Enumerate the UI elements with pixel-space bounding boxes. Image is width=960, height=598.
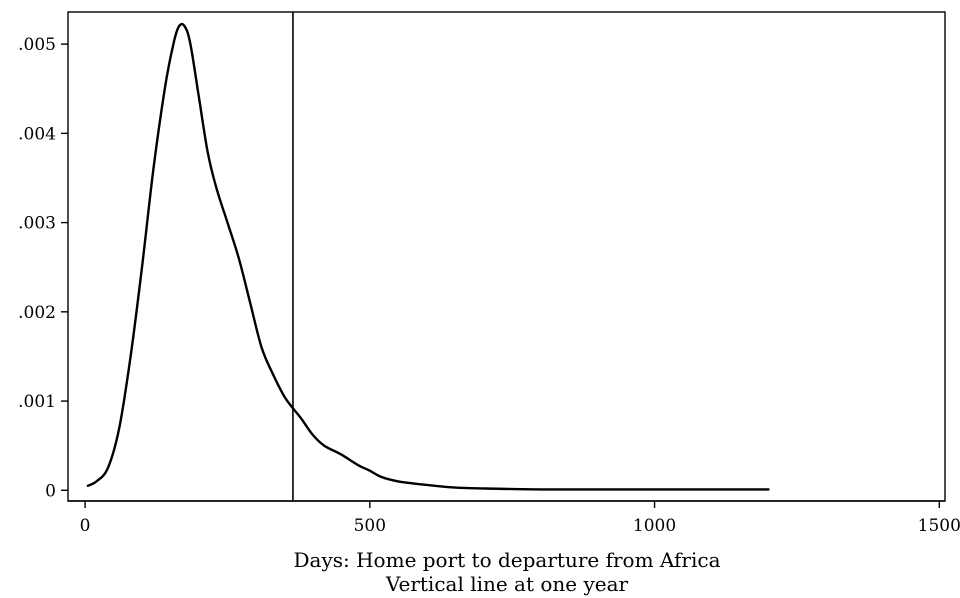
x-tick-label: 500 (354, 516, 386, 536)
y-tick-label: .001 (18, 392, 56, 412)
y-tick-label: 0 (45, 481, 56, 501)
x-axis-note: Vertical line at one year (385, 572, 629, 596)
y-tick-label: .005 (18, 35, 56, 55)
x-tick-label: 1000 (633, 516, 676, 536)
plot-frame (67, 11, 946, 502)
x-axis-title: Days: Home port to departure from Africa (294, 548, 721, 572)
density-curve (86, 22, 770, 491)
y-tick-label: .002 (18, 303, 56, 323)
x-axis: 0 500 1000 1500 (80, 501, 960, 536)
y-axis: 0 .001 .002 .003 .004 .005 (18, 35, 68, 501)
y-tick-label: .004 (18, 124, 56, 144)
y-tick-label: .003 (18, 214, 56, 234)
x-tick-label: 0 (80, 516, 91, 536)
x-tick-label: 1500 (918, 516, 960, 536)
